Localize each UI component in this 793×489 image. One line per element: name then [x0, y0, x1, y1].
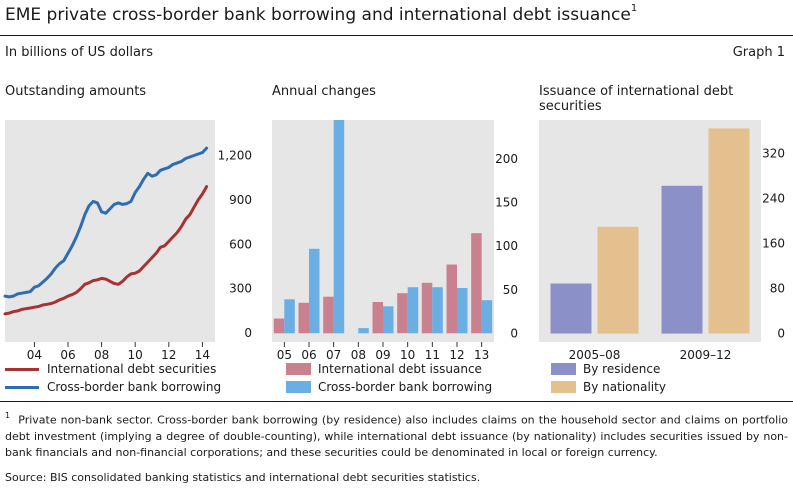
bar-by-nationality-2009–12	[708, 128, 750, 334]
footnote-text: Private non-bank sector. Cross-border ba…	[5, 413, 788, 459]
debt-securities-line	[3, 185, 209, 316]
panel-2-y-tick-label: 200	[495, 152, 518, 166]
bar-debt-issuance-11	[421, 282, 433, 334]
panel-2-x-tick-label: 05	[277, 348, 292, 362]
panel-1-plot: 0 300 600 900 1,200 04 06 08 10 12 14	[3, 146, 252, 362]
bar-debt-issuance-06	[298, 302, 309, 334]
legend-issuance: By residence By nationality	[551, 362, 751, 398]
panel-2-x-tick-label: 09	[375, 348, 390, 362]
title-footnote-marker: 1	[630, 3, 638, 15]
panel-2-y-tick-label: 50	[503, 283, 518, 297]
legend-label: By nationality	[583, 380, 666, 394]
legend-swatch-residence	[551, 363, 576, 375]
panel-1-x-tick-label: 14	[195, 348, 210, 362]
panel-3-y-tick-label: 160	[762, 237, 785, 251]
panel-1-background	[5, 120, 215, 342]
panel-2-x-tick-label: 07	[326, 348, 341, 362]
bar-by-nationality-2005–08	[597, 226, 639, 334]
bar-bank-borrowing-05	[284, 299, 295, 334]
panel-1-y-tick-label: 300	[229, 282, 252, 296]
panel-1-y-tick-label: 0	[244, 326, 252, 340]
header-rule	[0, 35, 793, 36]
panel-2-x-tick-label: 11	[425, 348, 440, 362]
panel-title-issuance: Issuance of international debt securitie…	[539, 84, 734, 114]
panel-1-y-tick-label: 900	[229, 193, 252, 207]
bar-debt-issuance-13	[471, 233, 482, 334]
bar-debt-issuance-12	[446, 264, 457, 334]
bar-by-residence-2009–12	[661, 185, 703, 334]
bar-bank-borrowing-12	[457, 288, 468, 334]
bar-bank-borrowing-07	[333, 120, 345, 334]
panel-2-y-tick-label: 100	[495, 239, 518, 253]
panel-1-x-tick-label: 04	[27, 348, 42, 362]
panel-3-plot: 0 80 160 240 320 2005–08 2009–12	[550, 128, 785, 362]
panel-2-x-tick-label: 13	[474, 348, 489, 362]
panel-2-y-tick-label: 150	[495, 196, 518, 210]
chart-title-text: EME private cross-border bank borrowing …	[5, 5, 631, 25]
legend-label: International debt securities	[47, 362, 217, 376]
panel-2-plot: 0 50 100 150 200 05 06 07 08 09 10 11 12 13	[273, 120, 518, 362]
panel-1-y-tick-label: 600	[229, 237, 252, 251]
bar-debt-issuance-09	[372, 302, 383, 334]
legend-label: Cross-border bank borrowing	[47, 380, 222, 394]
panel-2-x-tick-label: 12	[449, 348, 464, 362]
legend-outstanding: International debt securities Cross-bord…	[5, 362, 255, 398]
legend-label: International debt issuance	[318, 362, 482, 376]
panel-title-outstanding: Outstanding amounts	[5, 84, 147, 99]
bar-bank-borrowing-11	[432, 287, 443, 334]
panel-1-y-tick-label: 1,200	[218, 149, 252, 163]
bar-bank-borrowing-10	[407, 287, 419, 334]
panel-3-x-tick-label: 2009–12	[680, 348, 732, 362]
footer-rule	[0, 401, 793, 402]
legend-label: By residence	[583, 362, 661, 376]
panel-3-y-tick-label: 0	[777, 327, 785, 341]
panel-2-x-tick-label: 08	[351, 348, 366, 362]
bar-bank-borrowing-06	[309, 248, 320, 334]
legend-swatch-debt-bar	[286, 363, 311, 375]
panel-1-x-tick-label: 12	[161, 348, 176, 362]
panel-title-annual: Annual changes	[272, 84, 376, 99]
panel-3-y-tick-label: 240	[762, 192, 785, 206]
bank-borrowing-line	[3, 146, 209, 299]
chart-title: EME private cross-border bank borrowing …	[5, 3, 638, 25]
footnote: 1 Private non-bank sector. Cross-border …	[5, 409, 788, 461]
bar-debt-issuance-10	[397, 293, 408, 334]
panel-2-x-tick-label: 06	[301, 348, 316, 362]
legend-swatch-bank-line	[5, 386, 39, 389]
graph-number: Graph 1	[732, 45, 785, 60]
legend-annual: International debt issuance Cross-border…	[286, 362, 526, 398]
legend-swatch-nationality	[551, 381, 576, 393]
panel-1-x-tick-label: 10	[128, 348, 143, 362]
panel-2-y-tick-label: 0	[510, 326, 518, 340]
bar-debt-issuance-07	[323, 296, 334, 334]
panel-2-x-tick-label: 10	[400, 348, 415, 362]
panel-3-y-tick-label: 80	[770, 282, 785, 296]
panel-1-x-tick-label: 06	[60, 348, 75, 362]
legend-label: Cross-border bank borrowing	[318, 380, 493, 394]
panel-3-x-tick-label: 2005–08	[569, 348, 621, 362]
bar-bank-borrowing-08	[358, 328, 369, 334]
panel-3-y-tick-label: 320	[762, 147, 785, 161]
panel-1-x-tick-label: 08	[94, 348, 109, 362]
bar-by-residence-2005–08	[550, 283, 592, 334]
footnote-marker: 1	[5, 411, 11, 420]
bar-bank-borrowing-13	[481, 300, 493, 334]
legend-swatch-bank-bar	[286, 381, 311, 393]
units-label: In billions of US dollars	[5, 45, 154, 60]
bar-debt-issuance-05	[273, 318, 285, 334]
source-note: Source: BIS consolidated banking statist…	[5, 471, 481, 484]
legend-swatch-debt-line	[5, 368, 39, 371]
bar-bank-borrowing-09	[383, 306, 394, 334]
